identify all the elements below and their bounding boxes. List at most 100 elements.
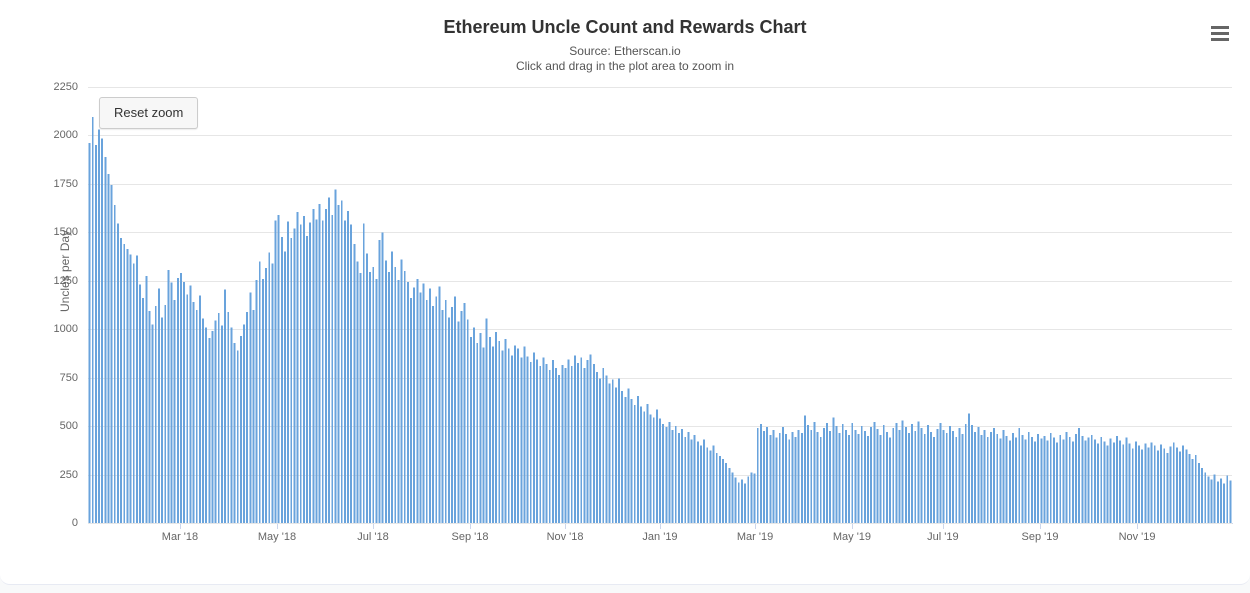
uncle-count-bar	[747, 476, 750, 523]
uncle-count-bar	[142, 298, 145, 523]
uncle-count-bar	[548, 369, 551, 523]
uncle-count-bar	[728, 467, 731, 523]
x-axis-label: Nov '18	[546, 531, 584, 543]
uncle-count-bar	[863, 430, 866, 523]
uncle-count-bar	[347, 211, 349, 523]
uncle-count-bar	[356, 261, 359, 523]
uncle-count-bar	[589, 354, 592, 523]
uncle-count-bar	[208, 337, 211, 523]
uncle-count-bar	[460, 310, 463, 523]
uncle-count-bar	[958, 428, 961, 523]
uncle-count-bar	[816, 431, 819, 523]
uncle-count-bar	[180, 273, 182, 523]
uncle-count-bar	[945, 432, 948, 523]
uncle-count-bar	[321, 220, 324, 523]
uncle-count-bar	[1191, 459, 1194, 523]
uncle-count-bar	[1210, 479, 1213, 523]
uncle-count-bar	[1147, 447, 1150, 523]
uncle-count-bar	[551, 360, 554, 523]
y-axis-label: 1750	[53, 177, 78, 190]
uncle-count-bar	[640, 406, 643, 523]
uncle-count-bar	[892, 428, 895, 523]
uncle-count-bar	[255, 279, 258, 523]
uncle-count-bar	[451, 306, 453, 523]
uncle-count-bar	[1153, 445, 1156, 523]
uncle-count-bar	[851, 423, 854, 523]
uncle-count-bar	[425, 300, 428, 523]
plot-area[interactable]: Reset zoom	[88, 87, 1232, 524]
uncle-count-bar	[668, 422, 671, 523]
uncle-count-bar	[435, 296, 438, 523]
uncle-count-bar	[157, 288, 160, 523]
uncle-count-bar	[908, 432, 910, 523]
uncle-count-bar	[690, 439, 693, 523]
y-axis-label: 1250	[53, 274, 78, 287]
uncle-count-bar	[369, 272, 372, 523]
uncle-count-bar	[375, 278, 378, 523]
uncle-count-bar	[870, 427, 873, 523]
uncle-count-bar	[151, 324, 154, 523]
uncle-count-bar	[659, 418, 661, 523]
uncle-count-bar	[926, 425, 929, 523]
uncle-count-bar	[514, 345, 516, 523]
uncle-count-bar	[246, 311, 249, 523]
uncle-count-bar	[674, 426, 677, 523]
uncle-count-bar	[507, 348, 510, 523]
uncle-count-bar	[785, 433, 788, 523]
uncle-count-bar	[684, 436, 687, 523]
uncle-count-bar	[202, 318, 204, 523]
uncle-count-bar	[879, 434, 882, 523]
uncle-count-bar	[536, 359, 539, 523]
uncle-count-bar	[362, 223, 365, 523]
uncle-count-bar	[290, 238, 293, 523]
uncle-count-bar	[974, 431, 977, 523]
uncle-count-bar	[882, 425, 885, 523]
hamburger-menu-icon[interactable]	[1207, 22, 1233, 44]
x-axis-tick	[179, 524, 181, 529]
uncle-count-bar	[964, 424, 967, 523]
gridline-1250	[88, 280, 1232, 282]
uncle-count-bar	[1078, 428, 1081, 523]
uncle-count-bar	[1040, 438, 1043, 523]
uncle-count-bar	[1027, 431, 1030, 523]
uncle-count-bar	[113, 205, 116, 523]
uncle-count-bar	[469, 336, 472, 523]
uncle-count-bar	[731, 472, 734, 523]
uncle-count-bar	[1144, 443, 1147, 523]
uncle-count-bar	[1043, 435, 1046, 523]
uncle-count-bar	[350, 224, 353, 523]
uncle-count-bar	[526, 356, 529, 523]
uncle-count-bar	[492, 346, 494, 523]
uncle-count-bar	[145, 275, 148, 523]
uncle-count-bar	[577, 363, 580, 523]
uncle-count-bar	[860, 426, 863, 523]
uncle-count-bar	[1160, 444, 1163, 523]
uncle-count-bar	[1062, 439, 1065, 523]
uncle-count-bar	[693, 434, 696, 523]
uncle-count-bar	[980, 434, 983, 523]
uncle-count-bar	[649, 414, 652, 523]
chart-subtitle-hint: Click and drag in the plot area to zoom …	[515, 59, 735, 73]
y-axis-label: 750	[59, 371, 78, 384]
uncle-count-bar	[718, 456, 721, 523]
uncle-count-bar	[441, 309, 444, 523]
uncle-count-bar	[224, 289, 227, 523]
uncle-count-bar	[1175, 447, 1178, 523]
uncle-count-bar	[211, 331, 214, 523]
y-axis-label: 2000	[53, 129, 78, 142]
uncle-count-bar	[618, 378, 620, 523]
uncle-count-bar	[167, 270, 170, 523]
uncle-count-bar	[271, 263, 274, 523]
uncle-count-bar	[233, 342, 236, 523]
uncle-count-bar-series	[88, 117, 1232, 523]
uncle-count-bar	[1112, 442, 1115, 523]
uncle-count-bar	[983, 429, 986, 523]
gridline-1750	[88, 183, 1232, 185]
uncle-count-bar	[766, 427, 769, 523]
uncle-count-bar	[214, 320, 217, 523]
x-axis-label: Mar '18	[161, 531, 199, 543]
uncle-count-bar	[627, 388, 630, 523]
uncle-count-bar	[794, 436, 797, 523]
uncle-count-bar	[596, 371, 598, 523]
reset-zoom-button[interactable]: Reset zoom	[99, 97, 199, 129]
